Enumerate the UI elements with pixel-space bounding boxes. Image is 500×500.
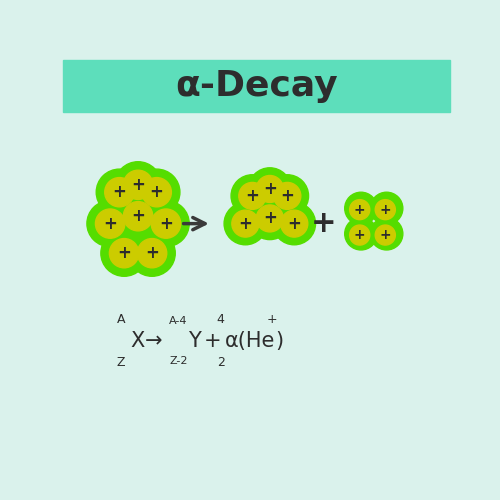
Circle shape (256, 176, 283, 203)
Circle shape (231, 174, 274, 217)
Circle shape (375, 225, 396, 245)
Circle shape (151, 209, 180, 238)
Circle shape (370, 192, 403, 224)
Text: Y: Y (188, 331, 202, 351)
Circle shape (104, 178, 134, 207)
Circle shape (344, 218, 378, 250)
Text: +: + (246, 187, 260, 205)
Circle shape (96, 169, 142, 216)
Circle shape (115, 193, 162, 240)
Circle shape (273, 202, 316, 245)
Circle shape (256, 205, 283, 232)
Circle shape (96, 209, 125, 238)
Text: +: + (311, 209, 337, 238)
Text: +: + (263, 180, 277, 198)
Text: +: + (288, 214, 301, 232)
Text: +: + (354, 202, 366, 216)
Circle shape (129, 230, 176, 276)
Text: α(He: α(He (224, 331, 275, 351)
Circle shape (115, 162, 162, 208)
Circle shape (87, 200, 134, 246)
Circle shape (370, 218, 403, 250)
Circle shape (142, 178, 172, 207)
Circle shape (124, 170, 153, 200)
Text: +: + (267, 314, 278, 326)
Text: 4: 4 (216, 314, 224, 326)
Circle shape (344, 192, 378, 224)
Text: +: + (204, 331, 222, 351)
Text: +: + (112, 183, 126, 201)
Text: 2: 2 (216, 356, 224, 368)
Circle shape (124, 202, 153, 231)
Text: +: + (150, 183, 164, 201)
Circle shape (239, 182, 266, 210)
Text: A-4: A-4 (169, 316, 188, 326)
Text: Z-2: Z-2 (169, 356, 188, 366)
Text: +: + (238, 214, 252, 232)
Circle shape (224, 202, 266, 245)
Text: α-Decay: α-Decay (175, 69, 338, 103)
Text: +: + (280, 187, 294, 205)
Text: +: + (354, 228, 366, 242)
Circle shape (280, 210, 308, 237)
Circle shape (248, 168, 291, 210)
Text: +: + (263, 210, 277, 228)
Text: Z: Z (117, 356, 125, 368)
Circle shape (350, 200, 370, 220)
Text: +: + (131, 207, 145, 225)
Circle shape (110, 238, 139, 268)
Circle shape (274, 182, 301, 210)
Text: X: X (130, 331, 144, 351)
Circle shape (101, 230, 148, 276)
Text: +: + (131, 176, 145, 194)
Text: +: + (117, 244, 131, 262)
Circle shape (248, 198, 291, 239)
Circle shape (232, 210, 259, 237)
Text: ): ) (275, 331, 283, 351)
Text: A: A (117, 314, 125, 326)
Text: +: + (145, 244, 159, 262)
Text: +: + (159, 214, 173, 232)
Circle shape (134, 169, 180, 216)
Circle shape (266, 174, 308, 217)
Text: +: + (103, 214, 117, 232)
Circle shape (350, 225, 370, 245)
Text: +: + (380, 228, 391, 242)
Circle shape (142, 200, 189, 246)
Text: →: → (145, 331, 162, 351)
Circle shape (375, 200, 396, 220)
Circle shape (138, 238, 166, 268)
Bar (62, 60, 450, 112)
Text: +: + (380, 202, 391, 216)
